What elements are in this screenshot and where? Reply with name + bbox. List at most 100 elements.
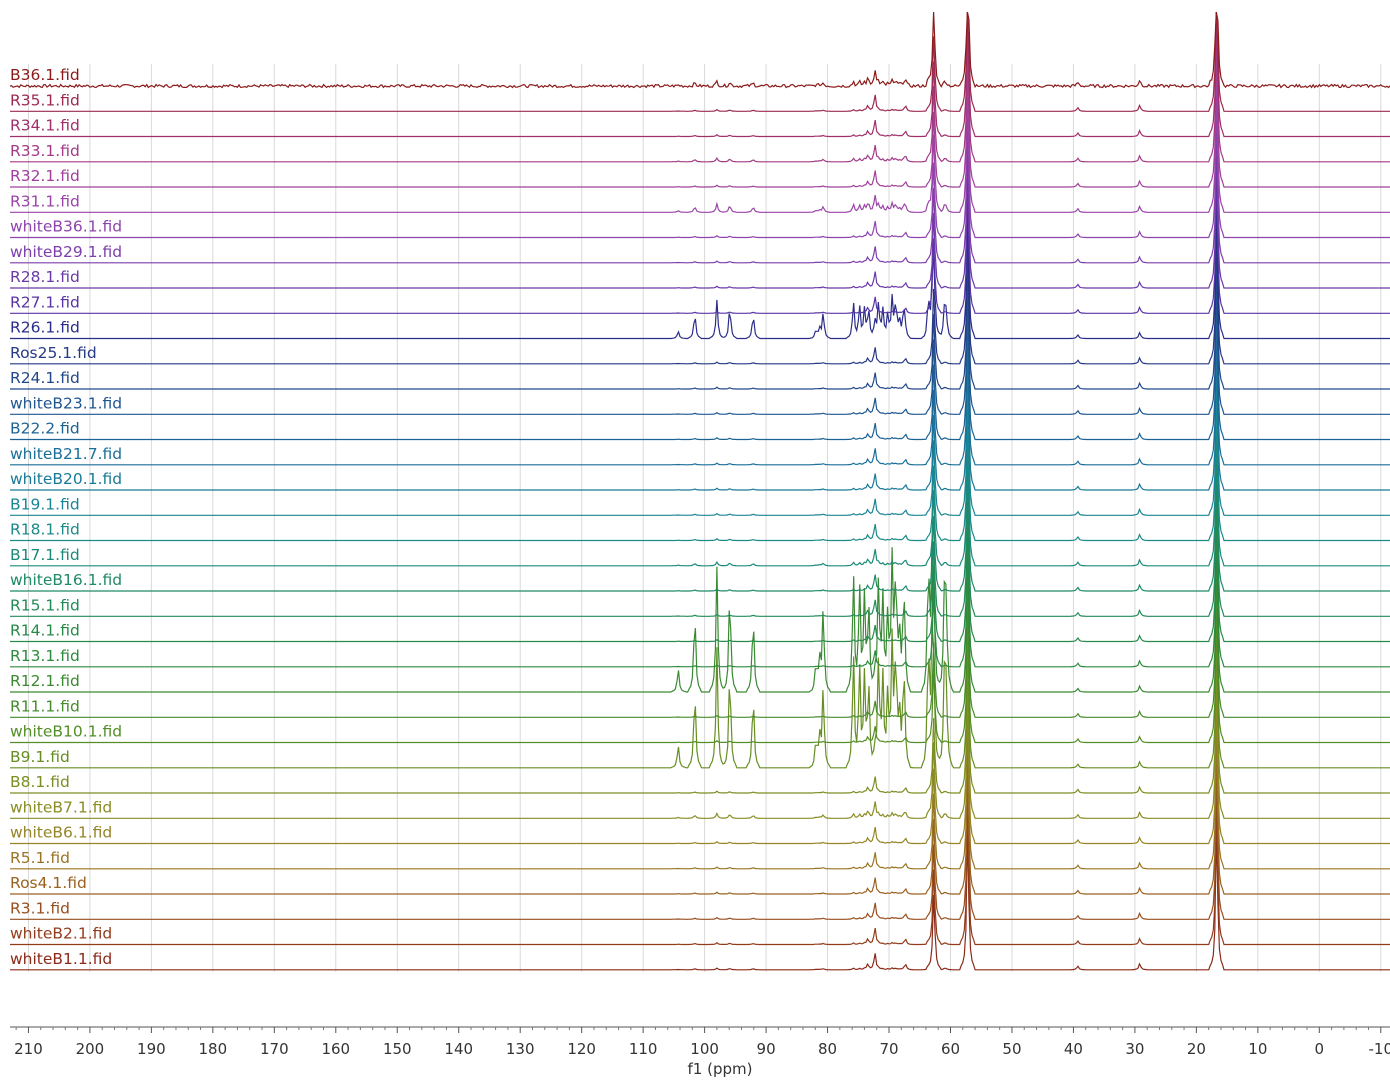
x-tick-label: 120 [567, 1040, 596, 1058]
spectrum-trace [10, 123, 1390, 264]
spectrum-label: R33.1.fid [10, 142, 80, 160]
spectrum-trace [10, 300, 1390, 441]
spectrum-trace [10, 148, 1390, 289]
spectrum-trace [10, 47, 1390, 188]
spectrum-label: R3.1.fid [10, 899, 70, 917]
x-tick-label: 150 [383, 1040, 412, 1058]
labels-layer: whiteB1.1.fid whiteB2.1.fid R3.1.fid Ros4.1… [10, 66, 122, 968]
spectrum-label: R18.1.fid [10, 521, 80, 539]
x-tick-label: 110 [629, 1040, 658, 1058]
x-tick-label: 140 [444, 1040, 473, 1058]
spectrum-trace [10, 779, 1390, 920]
spectrum-label: R32.1.fid [10, 167, 80, 185]
spectrum-label: B19.1.fid [10, 495, 80, 513]
spectrum-trace [10, 375, 1390, 516]
spectrum-label: R34.1.fid [10, 117, 80, 135]
x-tick-label: 100 [690, 1040, 719, 1058]
spectrum-label: R14.1.fid [10, 622, 80, 640]
spectrum-trace [10, 173, 1390, 314]
spectrum-trace [10, 476, 1390, 617]
x-tick-label: 160 [321, 1040, 350, 1058]
spectrum-label: Ros25.1.fid [10, 344, 97, 362]
x-tick-label: 170 [260, 1040, 289, 1058]
x-tick-label: 60 [941, 1040, 960, 1058]
spectrum-trace [10, 249, 1390, 390]
spectrum-label: whiteB36.1.fid [10, 218, 122, 236]
spectrum-label: R5.1.fid [10, 849, 70, 867]
spectrum-trace [10, 704, 1390, 845]
spectrum-label: whiteB20.1.fid [10, 470, 122, 488]
spectrum-trace [10, 678, 1390, 819]
spectrum-label: whiteB1.1.fid [10, 950, 112, 968]
spectrum-label: whiteB23.1.fid [10, 394, 122, 412]
spectrum-trace [10, 350, 1390, 491]
spectrum-trace [10, 451, 1390, 592]
x-tick-label: 130 [506, 1040, 535, 1058]
spectrum-label: R26.1.fid [10, 319, 80, 337]
spectrum-trace [10, 72, 1390, 213]
spectrum-label: R15.1.fid [10, 596, 80, 614]
spectrum-label: B22.2.fid [10, 420, 80, 438]
x-tick-label: 180 [199, 1040, 228, 1058]
spectrum-trace [10, 539, 1390, 693]
x-axis-label: f1 (ppm) [688, 1060, 753, 1078]
x-tick-label: 30 [1125, 1040, 1144, 1058]
spectrum-trace [10, 22, 1390, 163]
spectrum-label: R13.1.fid [10, 647, 80, 665]
spectrum-label: R27.1.fid [10, 293, 80, 311]
spectra-layer [9, 11, 1390, 971]
x-tick-label: 190 [137, 1040, 166, 1058]
x-tick-label: 0 [1315, 1040, 1325, 1058]
x-tick-label: -10 [1369, 1040, 1390, 1058]
spectrum-trace [10, 426, 1390, 567]
spectrum-trace [10, 199, 1390, 340]
grid-layer [27, 64, 1382, 972]
x-tick-label: 210 [14, 1040, 43, 1058]
spectrum-trace [10, 653, 1390, 794]
spectrum-label: whiteB7.1.fid [10, 798, 112, 816]
x-tick-label: 20 [1187, 1040, 1206, 1058]
spectrum-label: R28.1.fid [10, 268, 80, 286]
spectrum-trace [10, 274, 1390, 415]
spectrum-label: Ros4.1.fid [10, 874, 87, 892]
x-axis: 210 200 190 180 170 160 150 140 130 120 110 100 90 80… [10, 1026, 1390, 1058]
spectrum-trace [9, 11, 1390, 89]
spectrum-label: R35.1.fid [10, 91, 80, 109]
spectrum-label: B36.1.fid [10, 66, 80, 84]
x-tick-label: 200 [76, 1040, 105, 1058]
spectrum-label: R31.1.fid [10, 192, 80, 210]
spectrum-trace [10, 11, 1390, 138]
spectrum-trace [10, 805, 1390, 946]
spectrum-trace [10, 224, 1390, 365]
x-tick-label: 40 [1064, 1040, 1083, 1058]
x-tick-label: 10 [1248, 1040, 1267, 1058]
spectrum-label: R11.1.fid [10, 697, 80, 715]
spectrum-trace [10, 729, 1390, 870]
spectrum-label: B17.1.fid [10, 546, 80, 564]
spectrum-label: R24.1.fid [10, 369, 80, 387]
spectrum-trace [10, 527, 1390, 668]
spectrum-label: whiteB10.1.fid [10, 723, 122, 741]
x-tick-label: 90 [757, 1040, 776, 1058]
spectrum-trace [10, 98, 1390, 239]
spectrum-label: B9.1.fid [10, 748, 70, 766]
x-tick-label: 70 [879, 1040, 898, 1058]
spectrum-trace [10, 577, 1390, 718]
spectrum-label: whiteB6.1.fid [10, 824, 112, 842]
spectrum-label: whiteB21.7.fid [10, 445, 122, 463]
spectrum-trace [10, 754, 1390, 895]
x-tick-label: 80 [818, 1040, 837, 1058]
spectrum-trace [10, 502, 1390, 643]
spectrum-label: B8.1.fid [10, 773, 70, 791]
spectrum-trace [10, 830, 1390, 971]
spectrum-trace [10, 620, 1390, 769]
spectrum-trace [10, 325, 1390, 466]
spectrum-trace [10, 603, 1390, 744]
spectrum-label: whiteB2.1.fid [10, 925, 112, 943]
spectrum-trace [10, 401, 1390, 542]
spectrum-trace [10, 11, 1390, 112]
spectrum-label: whiteB16.1.fid [10, 571, 122, 589]
spectrum-label: R12.1.fid [10, 672, 80, 690]
